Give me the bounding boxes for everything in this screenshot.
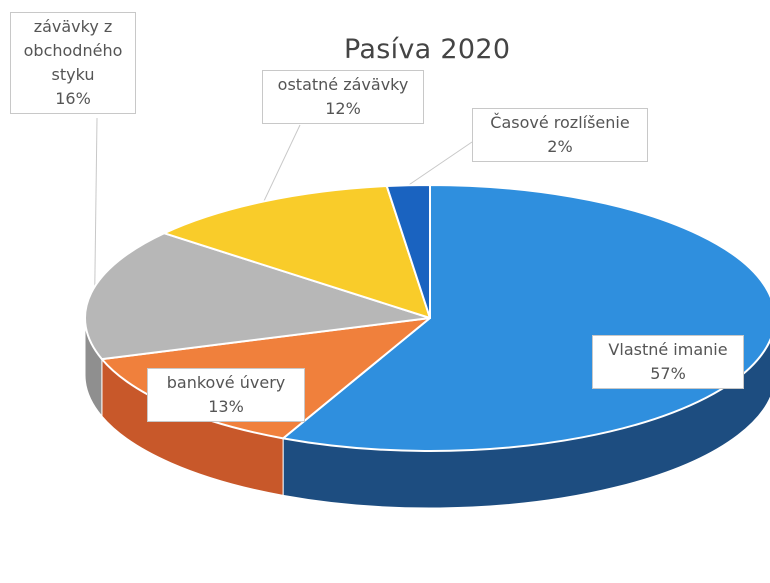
data-label-ostatne-zavazky: ostatné závävky 12% bbox=[262, 70, 424, 124]
data-label-vlastne-pct: 57% bbox=[650, 364, 686, 383]
data-label-ostatne-pct: 12% bbox=[325, 99, 361, 118]
leader-ostatne-line bbox=[263, 124, 301, 202]
data-label-casove-name: Časové rozlíšenie bbox=[490, 113, 630, 132]
data-label-zavazky-pct: 16% bbox=[55, 89, 91, 108]
leader-zavazky-line bbox=[94, 117, 98, 287]
data-label-zavazky-line3: styku bbox=[51, 65, 95, 84]
pie-slice-casove-rozlisenie bbox=[385, 184, 431, 319]
data-label-bankove-pct: 13% bbox=[208, 397, 244, 416]
data-label-zavazky-line1: závävky z bbox=[33, 17, 113, 36]
data-label-bankove-name: bankové úvery bbox=[166, 373, 286, 392]
data-label-zavazky-line2: obchodného bbox=[23, 41, 123, 60]
data-label-zavazky-obchodneho-styku: závävky z obchodného styku 16% bbox=[10, 12, 136, 114]
data-label-vlastne-imanie: Vlastné imanie 57% bbox=[592, 335, 744, 389]
pie-slice-ostatne-zavavky bbox=[163, 185, 431, 319]
leader-casove-line bbox=[408, 141, 473, 186]
data-label-vlastne-name: Vlastné imanie bbox=[608, 340, 728, 359]
data-label-casove-pct: 2% bbox=[547, 137, 573, 156]
pie-slice-zavavky-z-obchodneho-styku bbox=[84, 232, 431, 361]
data-label-bankove-uvery: bankové úvery 13% bbox=[147, 368, 305, 422]
leader-lines bbox=[94, 117, 473, 287]
chart-title: Pasíva 2020 bbox=[344, 34, 511, 65]
data-label-ostatne-name: ostatné závävky bbox=[277, 75, 409, 94]
data-label-casove-rozlisenie: Časové rozlíšenie 2% bbox=[472, 108, 648, 162]
